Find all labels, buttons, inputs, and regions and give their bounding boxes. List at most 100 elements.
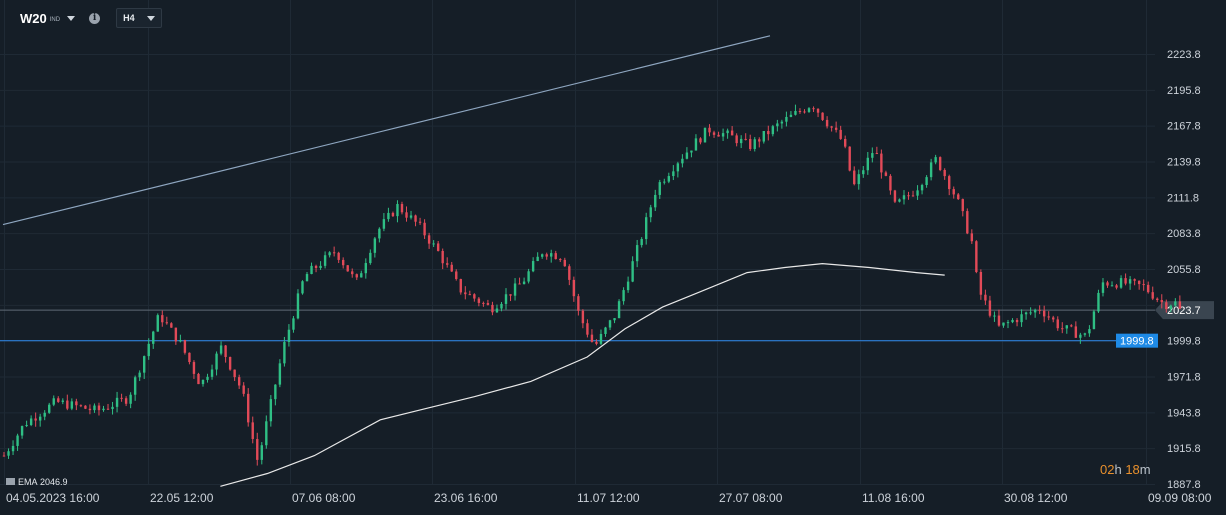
candle-body [893, 190, 897, 202]
candle-body [1124, 278, 1127, 284]
candle-body [599, 333, 603, 344]
trendline [2, 35, 771, 226]
candle-body [1033, 309, 1037, 313]
timeframe-select[interactable]: H4 [116, 8, 162, 28]
candle-body [540, 254, 544, 257]
candle-body [360, 273, 363, 278]
indicator-icon[interactable] [6, 478, 15, 485]
candle-body [559, 259, 562, 261]
current-price-label: 2023.7 [1167, 305, 1201, 317]
countdown-hours: 02 [1100, 462, 1115, 477]
candle-body [48, 404, 51, 413]
chevron-down-icon [146, 15, 155, 21]
candle-body [803, 111, 806, 113]
ema-legend-value: 2046.9 [40, 477, 68, 487]
y-tick-label: 1971.8 [1167, 372, 1201, 384]
ema-legend: EMA 2046.9 [6, 477, 68, 487]
candle-body [563, 259, 566, 267]
ema-line [220, 262, 945, 487]
candle-countdown: 02h 18m [1100, 462, 1151, 477]
candle-body [1110, 285, 1114, 287]
candle-body [853, 170, 856, 185]
candle-body [1101, 282, 1105, 293]
candle-body [373, 238, 377, 253]
candle-body [1147, 284, 1150, 293]
candle-body [504, 294, 508, 304]
candle-body [518, 283, 521, 285]
y-tick-label: 1915.8 [1167, 443, 1201, 455]
y-tick-label: 2055.8 [1167, 264, 1201, 276]
candle-body [617, 301, 621, 319]
symbol-dropdown-icon[interactable] [67, 15, 76, 21]
candle-body [595, 341, 598, 344]
candle-body [228, 356, 232, 370]
candle-body [165, 322, 169, 324]
x-tick-label: 09.09 08:00 [1148, 491, 1212, 505]
candle-body [102, 408, 105, 411]
candle-body [1015, 320, 1019, 323]
candle-body [816, 108, 820, 113]
candle-body [233, 369, 236, 378]
candle-body [210, 369, 214, 377]
candle-body [758, 139, 761, 142]
candle-body [242, 385, 245, 394]
candle-body [147, 343, 150, 357]
candle-body [798, 110, 802, 112]
candle-body [1169, 305, 1173, 310]
candle-body [509, 294, 512, 296]
candle-body [1106, 282, 1109, 286]
x-tick-label: 22.05 12:00 [150, 491, 214, 505]
candle-body [780, 121, 784, 124]
candle-body [916, 190, 919, 196]
candle-body [694, 138, 698, 151]
candle-body [730, 130, 734, 136]
candle-body [174, 327, 178, 342]
candle-body [1056, 319, 1059, 329]
candle-body [405, 212, 408, 218]
candle-body [577, 296, 580, 311]
candle-body [970, 233, 974, 242]
candle-body [170, 323, 173, 328]
candle-body [554, 253, 557, 260]
candle-body [943, 169, 946, 177]
symbol-label[interactable]: W20 [20, 10, 47, 26]
candle-body [310, 265, 313, 275]
y-tick-label: 1999.8 [1167, 336, 1201, 348]
info-icon[interactable]: i [89, 12, 101, 24]
ema-legend-label: EMA [18, 477, 38, 487]
y-tick-label: 2139.8 [1167, 157, 1201, 169]
candle-body [287, 329, 291, 342]
candle-body [613, 318, 616, 321]
candle-body [961, 199, 964, 212]
candle-body [911, 195, 915, 197]
candle-body [106, 408, 110, 410]
candle-body [586, 323, 589, 335]
y-tick-label: 2111.8 [1167, 192, 1199, 204]
candle-body [446, 263, 449, 265]
candle-body [432, 243, 435, 245]
candle-body [120, 397, 123, 399]
candle-body [138, 372, 141, 378]
candle-body [631, 261, 634, 282]
candle-body [409, 215, 413, 218]
candle-body [391, 212, 395, 217]
countdown-hours-unit: h [1114, 462, 1122, 477]
candle-body [545, 254, 548, 257]
candle-body [192, 362, 196, 374]
candle-body [441, 250, 444, 264]
candle-body [635, 245, 639, 262]
candle-body [142, 356, 146, 373]
candle-body [25, 424, 28, 427]
candle-body [993, 315, 996, 317]
candle-body [265, 421, 268, 446]
candle-body [38, 416, 42, 421]
candle-body [1137, 280, 1141, 285]
candle-body [247, 393, 250, 423]
candle-body [568, 266, 571, 280]
candle-body [34, 418, 37, 421]
candle-body [907, 195, 910, 197]
candle-body [726, 130, 729, 134]
candle-body [464, 292, 467, 295]
candle-body [436, 243, 440, 251]
